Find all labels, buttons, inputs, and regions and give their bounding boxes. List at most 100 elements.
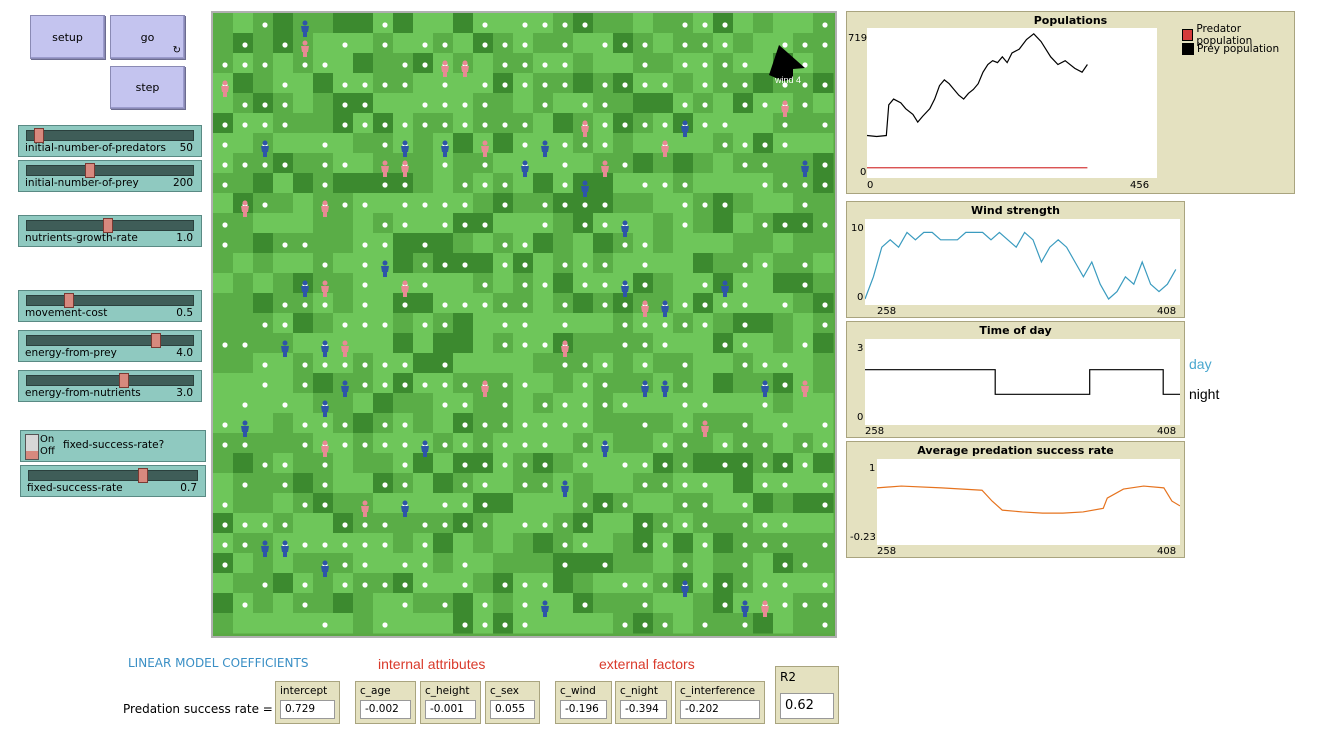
prey-agent [281,340,289,357]
nutrient-dot [422,582,428,588]
switch-toggle[interactable] [25,434,39,460]
patch [813,513,834,534]
patch [673,73,694,94]
prey-agent [661,380,669,397]
nutrient-dot [742,522,748,528]
prey-agent [721,280,729,297]
nutrient-dot [662,182,668,188]
predator-agent [801,380,809,397]
patch [473,573,494,594]
slider-thumb[interactable] [64,293,75,308]
nutrient-dot [562,302,568,308]
nutrient-dot [402,482,408,488]
go-button[interactable]: go ↻ [110,15,185,59]
patch [473,53,494,74]
slider-energy-from-prey[interactable]: energy-from-prey 4.0 [18,330,202,362]
nutrient-dot [362,262,368,268]
patch [413,353,434,374]
patch [413,333,434,354]
patch [773,613,794,634]
nutrient-dot [242,402,248,408]
nutrient-dot [782,602,788,608]
patch [253,553,274,574]
patch [693,233,714,254]
patch [593,613,614,634]
prey-agent [321,340,329,357]
nutrient-dot [642,182,648,188]
nutrient-dot [742,142,748,148]
step-button[interactable]: step [110,66,185,109]
slider-thumb[interactable] [150,333,161,348]
patch [273,413,294,434]
slider-movement-cost[interactable]: movement-cost 0.5 [18,290,202,322]
patch [493,553,514,574]
patch [473,313,494,334]
predator-agent [321,200,329,217]
prey-agent [401,500,409,517]
nutrient-dot [262,102,268,108]
nutrient-dot [742,302,748,308]
nutrient-dot [602,382,608,388]
nutrient-dot [342,102,348,108]
slider-fixed-success-rate[interactable]: fixed-success-rate 0.7 [20,465,206,497]
nutrient-dot [262,202,268,208]
slider-initial-number-of-predators[interactable]: initial-number-of-predators 50 [18,125,202,157]
patch [613,433,634,454]
slider-thumb[interactable] [138,468,149,483]
patch [733,13,754,34]
nutrient-dot [442,102,448,108]
patch [413,473,434,494]
patch [433,533,454,554]
nutrient-dot [682,202,688,208]
world-view[interactable]: wind 4 [211,11,837,638]
patch [393,93,414,114]
patch [473,353,494,374]
setup-button[interactable]: setup [30,15,105,59]
patch [493,493,514,514]
nutrient-dot [582,382,588,388]
patch [773,253,794,274]
predation-success-plot: Average predation success rate 1 -0.23 2… [846,441,1185,558]
slider-thumb[interactable] [118,373,129,388]
patch [813,93,834,114]
nutrient-dot [542,422,548,428]
patch [573,473,594,494]
nutrient-dot [802,602,808,608]
slider-energy-from-nutrients[interactable]: energy-from-nutrients 3.0 [18,370,202,402]
x-max-label: 408 [1157,306,1177,317]
patch [593,533,614,554]
nutrient-dot [242,482,248,488]
nutrient-dot [822,422,828,428]
slider-initial-number-of-prey[interactable]: initial-number-of-prey 200 [18,160,202,192]
plot-area [866,28,1157,178]
nutrient-dot [442,322,448,328]
nutrient-dot [222,122,228,128]
patch [653,233,674,254]
patch [653,273,674,294]
patch [253,213,274,234]
nutrient-dot [622,302,628,308]
patch [793,613,814,634]
fixed-success-rate-switch[interactable]: On Off fixed-success-rate? [20,430,206,462]
nutrient-dot [542,102,548,108]
nutrient-dot [542,342,548,348]
night-label: night [1189,386,1220,402]
nutrient-dot [502,322,508,328]
nutrient-dot [322,422,328,428]
patch [333,233,354,254]
patch [393,313,414,334]
nutrient-dot [522,82,528,88]
slider-thumb[interactable] [85,163,96,178]
patch [813,253,834,274]
nutrient-dot [622,82,628,88]
slider-nutrients-growth-rate[interactable]: nutrients-growth-rate 1.0 [18,215,202,247]
slider-thumb[interactable] [34,128,44,143]
nutrient-dot [522,282,528,288]
nutrient-dot [822,482,828,488]
slider-thumb[interactable] [102,218,113,233]
patch [533,533,554,554]
nutrient-dot [742,322,748,328]
patch [273,13,294,34]
patch [453,593,474,614]
nutrient-dot [822,322,828,328]
